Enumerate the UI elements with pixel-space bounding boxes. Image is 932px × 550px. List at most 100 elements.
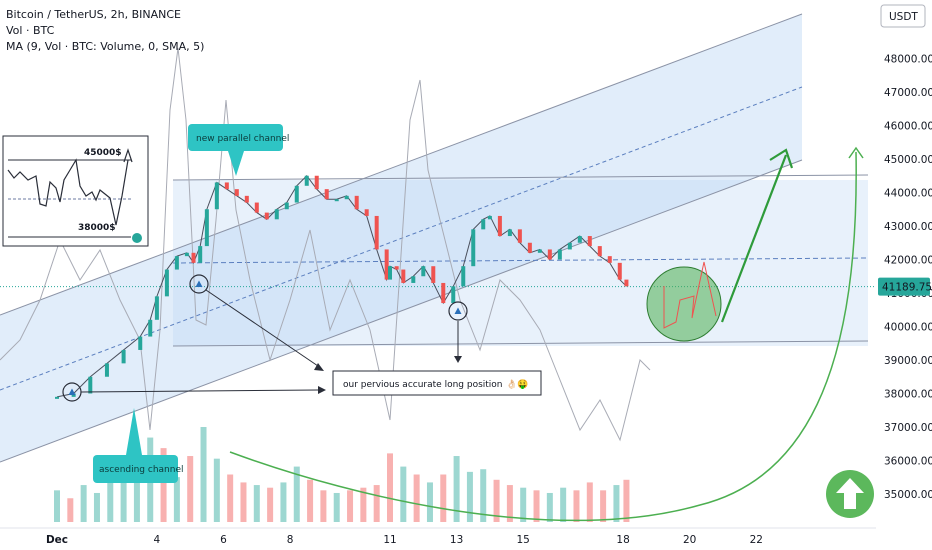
inset-up-icon [132, 233, 142, 243]
channel-mid-line [0, 86, 803, 391]
price-candle [174, 256, 179, 270]
parallel-mid-line [172, 257, 869, 264]
price-candle [461, 266, 466, 287]
y-tick-label: 38000.00 [884, 389, 932, 401]
y-tick-label: 46000.00 [884, 121, 932, 133]
price-candle [304, 175, 309, 186]
last-price-badge[interactable] [878, 277, 930, 296]
y-tick-label: 42000.00 [884, 255, 932, 267]
price-line [56, 174, 627, 398]
volume-bar [200, 427, 207, 522]
price-candle [517, 229, 522, 243]
volume-bar [227, 474, 234, 522]
currency-label: USDT [889, 11, 918, 23]
x-tick-label: Dec [46, 534, 68, 546]
volume-bar [506, 485, 513, 522]
price-candle [55, 396, 59, 399]
arrowhead [454, 356, 462, 363]
symbol-legend[interactable]: Bitcoin / TetherUS, 2h, BINANCE [6, 8, 182, 21]
volume-bar [280, 482, 287, 522]
price-candle [507, 229, 512, 237]
price-candle [104, 363, 109, 377]
volume-bar [520, 487, 527, 522]
long-position-text: our pervious accurate long position [343, 380, 503, 390]
volume-bar [133, 458, 140, 522]
volume-bar [360, 487, 367, 522]
ma-legend[interactable]: MA (9, Vol · BTC: Volume, 0, SMA, 5) [6, 40, 205, 53]
y-tick-label: 36000.00 [884, 456, 932, 468]
price-candle [364, 209, 369, 216]
inset-low-label: 38000$ [78, 223, 116, 233]
volume-bar [320, 490, 327, 522]
ascending-channel-callout[interactable] [93, 455, 178, 483]
long-position-box[interactable] [332, 370, 542, 396]
currency-selector[interactable] [880, 4, 926, 28]
price-candle [354, 195, 359, 210]
price-candle [597, 246, 602, 257]
volume-bar [480, 469, 487, 522]
inset-chart: 45000$ 38000$ [2, 135, 149, 247]
volume-bar [413, 474, 420, 522]
volume-bar [253, 485, 260, 522]
volume-bar [213, 458, 220, 522]
price-candle [214, 182, 219, 210]
price-candle [577, 236, 582, 243]
price-candle [254, 202, 259, 213]
volume-bar [173, 477, 180, 522]
volume-bar [80, 485, 87, 522]
pointer-arrow [205, 289, 319, 367]
price-candle [401, 269, 406, 283]
price-candle [294, 185, 299, 203]
volume-bar [187, 456, 194, 522]
price-candle [388, 266, 392, 280]
price-candle [557, 249, 562, 260]
price-axis: 35000.00 36000.00 37000.00 38000.00 39000.00… [876, 0, 932, 550]
price-candle [441, 282, 446, 304]
volume-bar [267, 487, 274, 522]
price-candle [138, 336, 143, 350]
new-channel-callout[interactable] [188, 124, 283, 151]
y-tick-label: 47000.00 [884, 87, 932, 99]
projection-path [663, 261, 717, 329]
time-axis: Dec 4 6 8 11 13 15 18 20 22 [0, 527, 876, 550]
y-tick-label: 40000.00 [884, 322, 932, 334]
volume-bar [623, 479, 630, 522]
volume-bar [546, 492, 553, 522]
volume-bar [307, 479, 314, 522]
volume-ma-line [0, 47, 651, 442]
price-candle [71, 393, 76, 397]
x-tick-label: 4 [154, 534, 161, 546]
price-candle [537, 249, 542, 253]
target-zone-circle [646, 266, 722, 342]
volume-bar [453, 456, 460, 522]
volume-bar [400, 466, 407, 522]
volume-bar [440, 474, 447, 522]
price-candle [154, 296, 159, 320]
marker-circle [448, 301, 468, 321]
inset-high-label: 45000$ [84, 148, 122, 158]
triangle-marker-icon [68, 388, 76, 395]
y-tick-label: 39000.00 [884, 355, 932, 367]
price-candle [244, 195, 249, 203]
price-candle [374, 215, 379, 250]
price-candle [224, 182, 229, 190]
volume-bar [240, 482, 247, 522]
price-candle [624, 279, 629, 287]
volume-bar [93, 492, 100, 522]
price-candle [191, 252, 196, 263]
price-candle [567, 242, 572, 250]
marker-circle [189, 274, 209, 294]
triangle-marker-icon [195, 280, 203, 287]
volume-bar [160, 448, 167, 522]
projection-arrow [720, 154, 788, 323]
inset-path [7, 158, 129, 226]
volume-legend[interactable]: Vol · BTC [6, 24, 55, 37]
last-price-label: 41189.75 [882, 282, 932, 294]
ascending-channel-label: ascending channel [99, 465, 184, 475]
price-candle [264, 212, 269, 220]
up-arrow-icon [836, 478, 864, 509]
price-candle [314, 175, 319, 190]
volume-bar [533, 490, 540, 522]
